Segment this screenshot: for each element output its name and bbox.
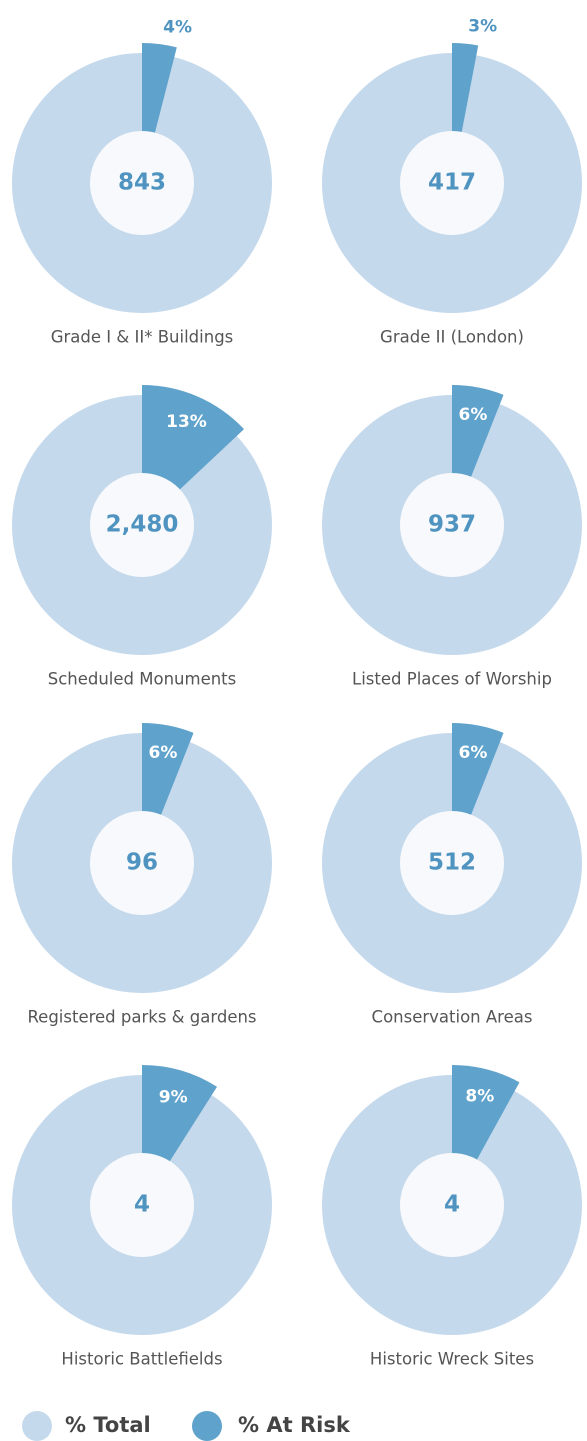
pie-hole: [90, 811, 194, 915]
center-label: 843: [118, 170, 166, 196]
center-label: 417: [428, 170, 476, 196]
pie-hole: [400, 811, 504, 915]
pie-hole: [400, 1153, 504, 1257]
pie-hole: [90, 131, 194, 235]
pie-title: Grade I & II* Buildings: [51, 328, 234, 347]
slice-label: 9%: [159, 1087, 188, 1107]
slice-label: 6%: [459, 743, 488, 763]
pie-hole: [400, 473, 504, 577]
slice-label: 8%: [465, 1087, 494, 1107]
pie-title: Registered parks & gardens: [27, 1008, 256, 1027]
center-label: 96: [126, 850, 158, 876]
legend: % Total % At Risk: [22, 1411, 351, 1441]
slice-label: 3%: [468, 17, 497, 37]
slice-label: 6%: [459, 405, 488, 425]
center-label: 937: [428, 512, 476, 538]
pie-hole: [90, 1153, 194, 1257]
legend-swatch: [22, 1411, 52, 1441]
center-label: 4: [444, 1192, 460, 1218]
pie-hole: [90, 473, 194, 577]
pie-hole: [400, 131, 504, 235]
pie-title: Listed Places of Worship: [352, 670, 552, 689]
pie-title: Grade II (London): [380, 328, 524, 347]
legend-label: % Total: [65, 1413, 151, 1437]
center-label: 2,480: [106, 512, 179, 538]
pie-title: Historic Battlefields: [61, 1350, 222, 1369]
slice-label: 4%: [163, 17, 192, 37]
legend-swatch: [192, 1411, 222, 1441]
pie-title: Scheduled Monuments: [48, 670, 237, 689]
slice-label: 6%: [149, 743, 178, 763]
slice-label: 13%: [166, 412, 207, 432]
pie-title: Conservation Areas: [372, 1008, 533, 1027]
pie-title: Historic Wreck Sites: [370, 1350, 534, 1369]
legend-label: % At Risk: [238, 1413, 351, 1437]
center-label: 4: [134, 1192, 150, 1218]
center-label: 512: [428, 850, 476, 876]
